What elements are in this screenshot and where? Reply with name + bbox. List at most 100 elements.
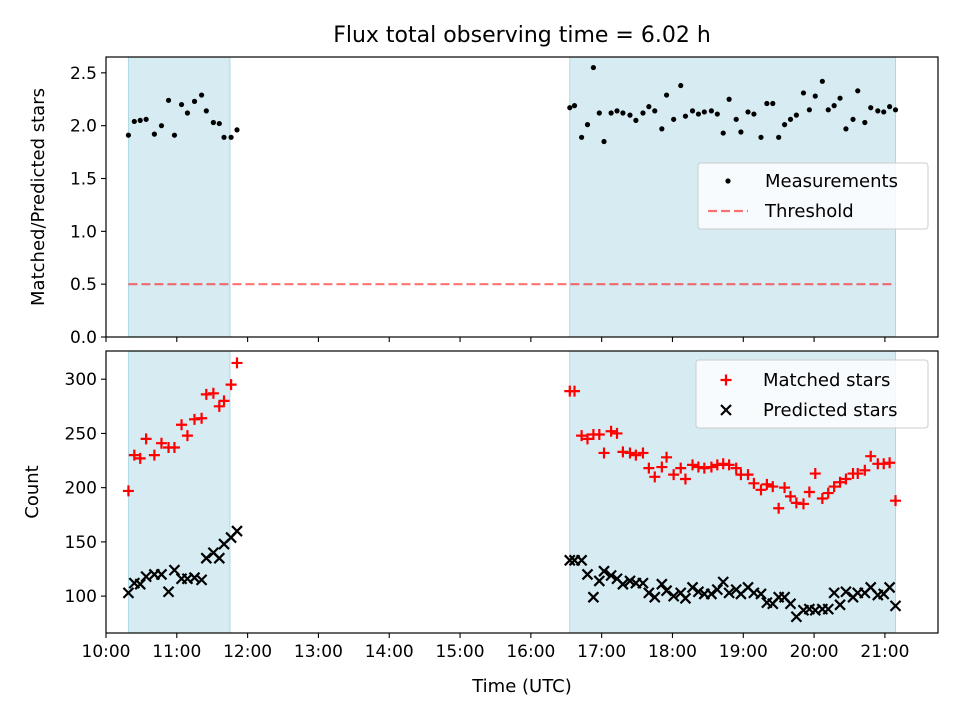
data-point-measurement	[892, 107, 899, 113]
data-point-measurement	[198, 92, 205, 98]
x-tick-label: 18:00	[648, 642, 697, 662]
data-point-matched	[569, 385, 581, 397]
legend-label-predicted: Predicted stars	[763, 400, 897, 421]
data-point-measurement	[855, 88, 861, 94]
data-point-measurement	[831, 103, 837, 109]
data-point-measurement	[633, 117, 639, 123]
data-point-matched	[784, 490, 796, 502]
data-point-matched	[581, 433, 593, 445]
data-point-predicted	[667, 590, 680, 602]
data-point-matched	[649, 471, 661, 483]
data-point-measurement	[567, 105, 573, 111]
data-point-measurement	[590, 64, 596, 71]
data-point-predicted	[231, 525, 243, 537]
data-point-matched	[168, 442, 180, 454]
y-tick-label: 1.0	[70, 222, 97, 242]
y-axis-label: Count	[22, 465, 43, 518]
data-point-matched	[643, 462, 655, 474]
data-point-matched	[679, 473, 691, 485]
data-point-measurement	[652, 108, 658, 114]
data-point-matched	[828, 481, 840, 493]
legend-marker-predicted	[720, 404, 732, 416]
data-point-matched	[705, 461, 717, 473]
data-point-matched	[218, 395, 230, 407]
data-point-predicted	[723, 587, 735, 599]
data-point-measurement	[787, 116, 794, 122]
data-point-matched	[840, 473, 852, 485]
data-point-measurement	[812, 93, 818, 99]
data-point-measurement	[151, 131, 157, 137]
data-point-matched	[207, 387, 219, 399]
data-point-matched	[865, 450, 877, 462]
data-point-matched	[656, 461, 668, 473]
data-point-predicted	[686, 581, 699, 594]
data-point-matched	[742, 469, 754, 481]
legend-box	[697, 162, 929, 230]
data-point-matched	[598, 447, 610, 459]
data-point-predicted	[188, 571, 201, 584]
data-point-measurement	[689, 108, 696, 114]
data-point-matched	[816, 493, 828, 505]
data-point-measurement	[203, 108, 209, 114]
data-point-measurement	[695, 111, 702, 117]
data-point-measurement	[171, 132, 178, 138]
data-point-predicted	[889, 600, 902, 612]
data-point-matched	[723, 459, 735, 471]
y-axis-label: Matched/Predicted stars	[28, 88, 49, 306]
data-point-measurement	[191, 98, 198, 104]
data-point-measurement	[663, 92, 670, 98]
x-tick-label: 16:00	[506, 642, 555, 662]
data-point-matched	[755, 484, 767, 496]
data-point-matched	[593, 429, 605, 441]
data-point-predicted	[648, 591, 661, 603]
data-point-predicted	[200, 552, 213, 564]
data-point-measurement	[221, 134, 227, 140]
data-point-predicted	[605, 569, 617, 582]
legend-label-measurements: Measurements	[765, 171, 898, 192]
data-point-measurement	[620, 110, 626, 116]
data-point-measurement	[733, 116, 739, 122]
data-point-measurement	[837, 95, 843, 101]
data-point-predicted	[213, 552, 226, 564]
bottom-panel-counts: 100 150 200 250 300 10:00 11:00 12:00 13:00 14:00…	[22, 350, 939, 662]
data-point-measurement	[646, 104, 652, 110]
data-point-measurement	[776, 134, 782, 140]
data-point-matched	[155, 437, 167, 449]
series-predicted-stars	[122, 525, 902, 623]
y-tick-label: 0.5	[70, 275, 97, 295]
data-point-matched	[225, 379, 237, 391]
x-tick-label: 17:00	[577, 642, 626, 662]
data-point-measurement	[850, 116, 856, 122]
data-point-predicted	[593, 575, 606, 587]
data-point-measurement	[578, 134, 585, 140]
data-point-matched	[611, 427, 623, 439]
data-point-measurement	[671, 116, 677, 122]
axes-frame	[105, 56, 939, 338]
data-point-predicted	[679, 592, 692, 605]
data-point-predicted	[656, 578, 668, 590]
y-tick-label: 0.0	[70, 328, 97, 348]
data-point-measurement	[781, 122, 788, 128]
data-point-matched	[637, 447, 649, 459]
data-point-measurement	[751, 111, 757, 117]
data-point-matched	[196, 412, 208, 424]
x-tick-label: 13:00	[294, 642, 343, 662]
data-point-matched	[822, 487, 834, 499]
x-axis-label: Time (UTC)	[471, 676, 572, 697]
data-point-measurement	[601, 138, 607, 145]
data-point-matched	[834, 476, 846, 488]
data-point-predicted	[660, 584, 673, 597]
data-point-matched	[797, 498, 809, 510]
data-point-measurement	[614, 108, 620, 114]
data-point-predicted	[784, 597, 797, 610]
data-point-measurement	[571, 103, 578, 109]
data-point-measurement	[125, 132, 132, 138]
data-point-matched	[852, 468, 864, 480]
data-point-matched	[661, 451, 673, 463]
x-tick-label: 20:00	[790, 642, 839, 662]
data-point-predicted	[195, 574, 208, 586]
data-point-predicted	[828, 587, 840, 599]
data-point-matched	[803, 486, 815, 498]
data-point-predicted	[883, 581, 896, 594]
data-point-measurement	[608, 110, 614, 116]
